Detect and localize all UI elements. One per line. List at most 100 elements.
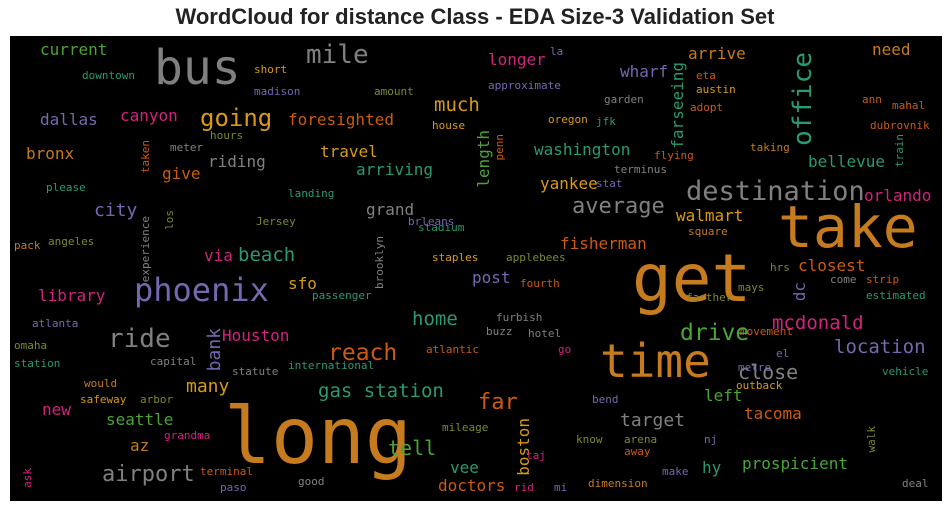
- word-short: short: [254, 63, 288, 76]
- word-passenger: passenger: [312, 289, 372, 302]
- word-prospicient: prospicient: [742, 454, 848, 473]
- word-hy: hy: [702, 458, 722, 477]
- word-destination: destination: [686, 176, 865, 207]
- word-brleans: brleans: [408, 215, 455, 228]
- word-walmart: walmart: [676, 206, 744, 225]
- word-take: take: [778, 193, 918, 261]
- word-approximate: approximate: [488, 79, 561, 92]
- word-office: office: [788, 52, 818, 146]
- word-buzz: buzz: [486, 325, 513, 338]
- word-staples: staples: [432, 251, 479, 264]
- word-closest: closest: [798, 256, 866, 275]
- word-statute: statute: [232, 365, 279, 378]
- word-walk: walk: [865, 426, 878, 453]
- word-many: many: [186, 376, 230, 397]
- word-oregon: oregon: [548, 113, 588, 126]
- word-fourth: fourth: [520, 277, 560, 290]
- word-orlando: orlando: [864, 186, 932, 205]
- word-meter: meter: [170, 141, 204, 154]
- word-capital: capital: [150, 355, 197, 368]
- word-mile: mile: [306, 40, 369, 70]
- word-ride: ride: [108, 324, 171, 354]
- word-canyon: canyon: [120, 106, 178, 125]
- word-need: need: [872, 40, 911, 59]
- word-taking: taking: [750, 141, 790, 154]
- word-hours: hours: [210, 129, 244, 142]
- word-jersey: Jersey: [256, 215, 296, 228]
- word-mcdonald: mcdonald: [772, 312, 864, 334]
- word-la: la: [550, 45, 564, 58]
- word-experience: experience: [139, 216, 152, 283]
- word-longer: longer: [488, 50, 546, 69]
- word-washington: washington: [534, 140, 631, 159]
- word-el: el: [776, 347, 790, 360]
- word-gas-station: gas station: [318, 380, 444, 402]
- word-landing: landing: [288, 187, 335, 200]
- word-vehicle: vehicle: [882, 365, 929, 378]
- word-deal: deal: [902, 477, 929, 490]
- chart-title: WordCloud for distance Class - EDA Size-…: [175, 4, 775, 29]
- word-going: going: [200, 104, 273, 132]
- word-train: train: [893, 134, 906, 168]
- word-please: please: [46, 181, 86, 194]
- word-new: new: [42, 400, 71, 419]
- word-know: know: [576, 433, 603, 446]
- word-dubrovnik: dubrovnik: [870, 119, 930, 132]
- word-left: left: [704, 386, 743, 405]
- word-amount: amount: [374, 85, 414, 98]
- word-stat: stat: [596, 177, 623, 190]
- word-city: city: [94, 200, 138, 221]
- word-outback: outback: [736, 379, 783, 392]
- word-reach: reach: [328, 340, 398, 366]
- word-mi: mi: [554, 481, 568, 494]
- word-adopt: adopt: [690, 101, 724, 114]
- word-location: location: [834, 336, 926, 358]
- word-good: good: [298, 475, 325, 488]
- word-dimension: dimension: [588, 477, 648, 490]
- word-get: get: [632, 240, 752, 317]
- word-metre: metre: [738, 361, 772, 374]
- word-international: international: [288, 359, 375, 372]
- word-vee: vee: [450, 458, 479, 477]
- word-safeway: safeway: [80, 393, 127, 406]
- word-hrs: hrs: [770, 261, 790, 274]
- word-average: average: [572, 194, 665, 219]
- word-length: length: [474, 130, 493, 188]
- word-current: current: [40, 40, 108, 59]
- word-long: long: [224, 392, 412, 482]
- word-brooklyn: brooklyn: [373, 236, 386, 289]
- word-strip: strip: [866, 273, 900, 286]
- word-nj: nj: [704, 433, 718, 446]
- word-pack: pack: [14, 239, 41, 252]
- word-arrive: arrive: [688, 44, 746, 63]
- word-stadium: stadium: [418, 221, 465, 234]
- word-beach: beach: [238, 244, 296, 266]
- word-home: home: [412, 308, 458, 330]
- word-austin: austin: [696, 83, 736, 96]
- word-eta: eta: [696, 69, 716, 82]
- word-library: library: [38, 286, 106, 305]
- word-fisherman: fisherman: [560, 234, 647, 253]
- word-arriving: arriving: [356, 160, 434, 179]
- word-garden: garden: [604, 93, 644, 106]
- word-grand: grand: [366, 200, 415, 219]
- word-taj: taj: [526, 449, 546, 462]
- word-drive: drive: [680, 320, 750, 346]
- word-riding: riding: [208, 152, 266, 171]
- word-grandma: grandma: [164, 429, 211, 442]
- word-foresighted: foresighted: [288, 110, 394, 129]
- word-hotel: hotel: [528, 327, 562, 340]
- word-terminus: terminus: [614, 163, 667, 176]
- word-airport: airport: [102, 462, 195, 487]
- word-applebees: applebees: [506, 251, 566, 264]
- word-wharf: wharf: [620, 62, 669, 81]
- word-seattle: seattle: [106, 410, 174, 429]
- word-mahal: mahal: [892, 99, 926, 112]
- word-cloud: long get take time bus phoenix destination offi…: [10, 36, 942, 501]
- word-close: close: [738, 360, 799, 384]
- word-taken: taken: [139, 140, 152, 174]
- word-madison: madison: [254, 85, 301, 98]
- word-bronx: bronx: [26, 144, 75, 163]
- word-go: go: [558, 343, 572, 356]
- word-station: station: [14, 357, 61, 370]
